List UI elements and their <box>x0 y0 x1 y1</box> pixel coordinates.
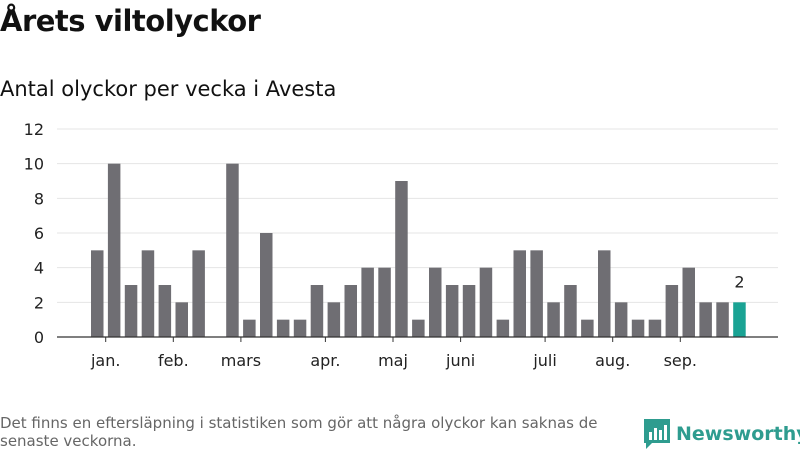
bar <box>276 319 290 337</box>
bar <box>412 319 425 337</box>
bar <box>107 163 121 337</box>
bar <box>175 302 188 337</box>
bar <box>699 302 712 337</box>
x-tick-label: aug. <box>595 351 630 370</box>
bar <box>344 285 357 337</box>
footnote: Det finns en eftersläpning i statistiken… <box>0 414 598 450</box>
bar <box>547 302 560 337</box>
bar <box>429 267 442 337</box>
bar <box>496 319 510 337</box>
bar <box>158 285 172 337</box>
x-tick-label: juni <box>445 351 475 370</box>
y-axis-ticks: 0 2 4 6 8 10 12 <box>24 120 44 347</box>
x-tick-label: sep. <box>664 351 697 370</box>
y-tick-label: 10 <box>24 155 44 174</box>
bar <box>665 285 679 337</box>
bar <box>260 233 273 337</box>
bar <box>598 250 611 337</box>
y-tick-label: 12 <box>24 120 44 139</box>
bar <box>141 250 155 337</box>
bar <box>243 319 256 337</box>
x-axis-ticks: jan. feb. mars apr. maj juni juli aug. sep. <box>90 337 697 370</box>
newsworthy-logo-icon <box>644 419 670 449</box>
bar <box>293 319 307 337</box>
bar <box>361 267 374 337</box>
y-tick-label: 6 <box>34 224 44 243</box>
bar <box>445 285 459 337</box>
bar <box>530 250 543 337</box>
bar <box>614 302 628 337</box>
bar <box>648 319 662 337</box>
bar <box>682 267 695 337</box>
bar-chart: 0 2 4 6 8 10 12 jan. feb. mars apr. maj juni juli aug… <box>24 120 778 370</box>
gridlines <box>57 128 778 303</box>
newsworthy-logo: Newsworthy <box>644 419 800 449</box>
x-tick-label: juli <box>532 351 556 370</box>
bar <box>631 319 645 337</box>
chart-subtitle: Antal olyckor per vecka i Avesta <box>0 77 337 101</box>
bar <box>395 181 408 337</box>
x-tick-label: apr. <box>310 351 340 370</box>
chart-title: Årets viltolyckor <box>0 4 261 38</box>
bar <box>581 319 594 337</box>
y-tick-label: 0 <box>34 328 44 347</box>
bar-highlighted <box>733 302 746 337</box>
x-tick-label: mars <box>221 351 261 370</box>
bar <box>226 163 239 337</box>
bar <box>513 250 526 337</box>
y-tick-label: 8 <box>34 189 44 208</box>
bar <box>479 267 493 337</box>
y-tick-label: 2 <box>34 293 44 312</box>
data-label: 2 <box>734 272 744 291</box>
bar <box>192 250 205 337</box>
bar <box>124 285 138 337</box>
x-tick-label: jan. <box>90 351 120 370</box>
bar <box>378 267 391 337</box>
x-tick-label: maj <box>378 351 408 370</box>
x-tick-label: feb. <box>158 351 189 370</box>
bar <box>91 250 104 337</box>
bar <box>310 285 324 337</box>
bar <box>462 285 476 337</box>
bar <box>564 285 577 337</box>
brand-name: Newsworthy <box>676 423 800 445</box>
data-labels: 2 <box>734 272 744 291</box>
y-tick-label: 4 <box>34 259 44 278</box>
bar <box>327 302 341 337</box>
bars <box>91 163 746 337</box>
bar <box>716 302 729 337</box>
